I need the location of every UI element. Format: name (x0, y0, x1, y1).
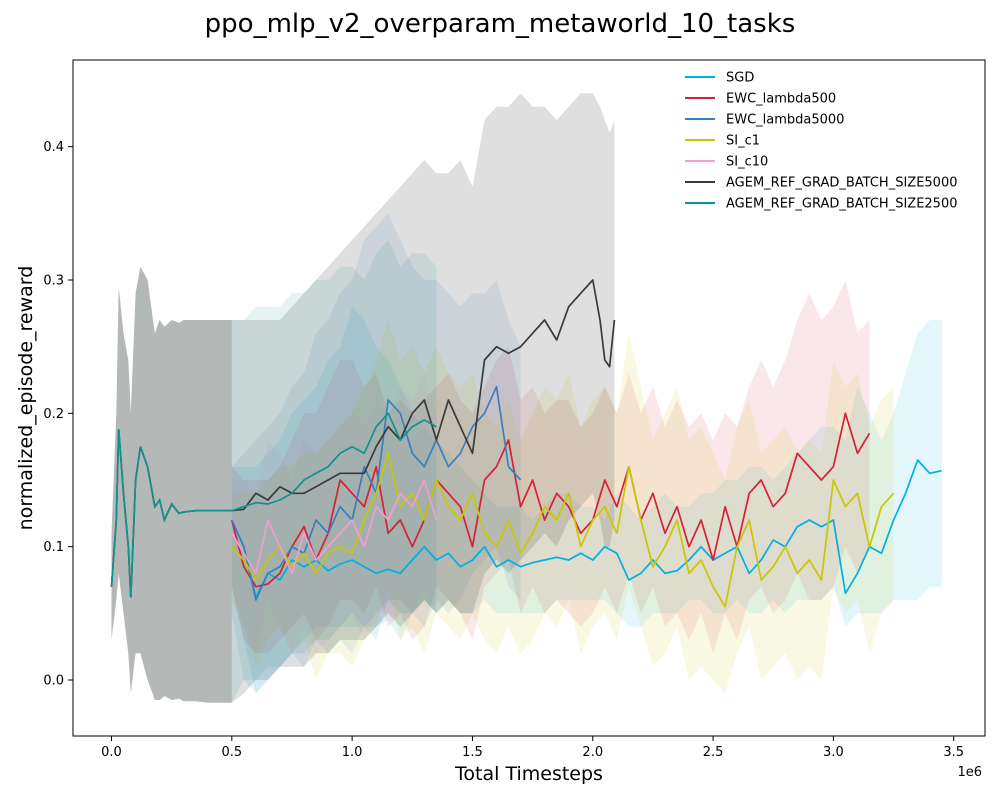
y-tick-label: 0.3 (43, 274, 64, 289)
x-tick-label: 1.5 (462, 745, 483, 760)
x-tick-label: 3.5 (943, 745, 964, 760)
x-tick-label: 2.5 (703, 745, 724, 760)
legend-label: AGEM_REF_GRAD_BATCH_SIZE2500 (726, 197, 958, 212)
band-ewc-lambda500 (231, 280, 870, 654)
line-ewc-lambda500 (230, 412, 871, 588)
x-axis-scale-label: 1e6 (957, 765, 982, 780)
band-si-c10 (231, 373, 437, 654)
y-tick-label: 0.0 (43, 674, 64, 689)
shared-prefix-band (111, 266, 232, 703)
line-agem-ref-grad-batch-size5000 (231, 279, 616, 512)
x-tick-label: 3.0 (823, 745, 844, 760)
series-lines (110, 279, 942, 608)
y-axis-label: normalized_episode_reward (15, 266, 37, 531)
legend-item-agem-ref-grad-batch-size2500: AGEM_REF_GRAD_BATCH_SIZE2500 (685, 197, 958, 212)
x-tick-label: 1.0 (342, 745, 363, 760)
plot-area-frame (72, 59, 986, 737)
x-axis-label: Total Timesteps (454, 763, 603, 785)
legend-item-ewc-lambda5000: EWC_lambda5000 (685, 113, 844, 128)
line-si-c1 (231, 452, 895, 608)
legend-item-si-c1: SI_c1 (685, 134, 760, 149)
legend-item-agem-ref-grad-batch-size5000: AGEM_REF_GRAD_BATCH_SIZE5000 (685, 176, 958, 191)
x-tick-label: 0.0 (101, 745, 122, 760)
y-tick-label: 0.4 (43, 140, 64, 155)
y-tick-label: 0.1 (43, 540, 64, 555)
y-axis-ticks: 0.0 0.1 0.2 0.3 0.4 (43, 140, 73, 689)
band-ewc-lambda5000 (231, 213, 521, 694)
y-tick-label: 0.2 (43, 407, 64, 422)
legend-item-ewc-lambda500: EWC_lambda500 (685, 92, 836, 107)
band-sgd (231, 306, 942, 694)
line-si-c10 (231, 479, 438, 575)
line-agem-ref-grad-batch-size2500 (231, 412, 437, 512)
legend-label: AGEM_REF_GRAD_BATCH_SIZE5000 (726, 176, 958, 191)
x-tick-label: 0.5 (221, 745, 242, 760)
legend-item-si-c10: SI_c10 (685, 155, 768, 170)
line-prefix-agem-ref-grad-batch-size2500 (110, 429, 232, 598)
line-sgd (231, 459, 942, 599)
legend-label: SI_c1 (726, 134, 760, 149)
legend: SGD EWC_lambda500 EWC_lambda5000 SI_c1 SI_c1… (685, 71, 958, 212)
band-agem-ref-grad-batch-size2500 (231, 240, 437, 703)
legend-item-sgd: SGD (685, 71, 754, 86)
x-axis-ticks: 0.0 0.5 1.0 1.5 2.0 2.5 3.0 3.5 (101, 736, 964, 760)
legend-label: SGD (726, 71, 754, 86)
chart-title: ppo_mlp_v2_overparam_metaworld_10_tasks (205, 9, 796, 39)
legend-label: EWC_lambda500 (726, 92, 836, 107)
legend-label: EWC_lambda5000 (726, 113, 844, 128)
legend-label: SI_c10 (726, 155, 768, 170)
x-tick-label: 2.0 (582, 745, 603, 760)
